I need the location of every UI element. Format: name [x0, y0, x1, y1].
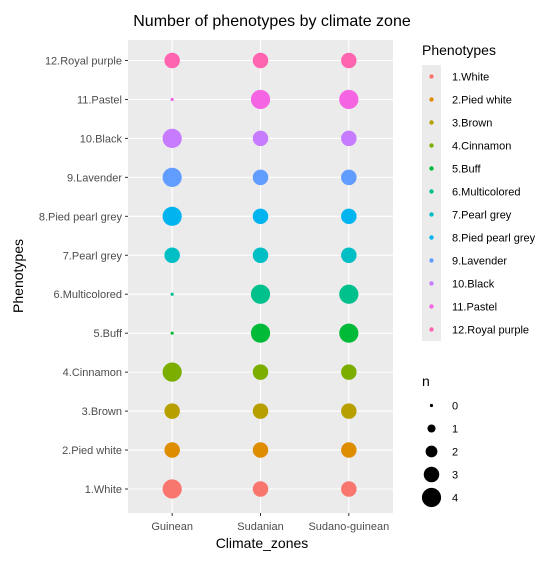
point-8-pied-pearl-grey-sudano-guinean — [341, 208, 357, 225]
y-tick-label-11-pastel: 11.Pastel — [77, 94, 122, 106]
legend-label-10-black: 10.Black — [452, 279, 495, 291]
legend-size-label-4: 4 — [452, 493, 458, 505]
legend-dot-5-buff — [429, 166, 434, 171]
legend-size-dot-0 — [429, 403, 434, 408]
point-3-brown-guinean — [164, 403, 180, 419]
y-tick-label-7-pearl-grey: 7.Pearl grey — [63, 250, 123, 262]
y-axis: 1.White 2.Pied white 3.Brown 4.Cinnamon 5.Bu… — [39, 56, 128, 496]
point-4-cinnamon-sudano-guinean — [341, 364, 357, 380]
legend-label-7-pearl-grey: 7.Pearl grey — [452, 210, 512, 222]
legend-dot-1-white — [429, 74, 434, 79]
point-4-cinnamon-guinean — [162, 362, 182, 382]
point-8-pied-pearl-grey-guinean — [162, 206, 182, 226]
x-tick-label-sudanian: Sudanian — [237, 521, 284, 533]
legend-dot-4-cinnamon — [429, 143, 434, 148]
point-8-pied-pearl-grey-sudanian — [252, 208, 269, 225]
point-2-pied-white-guinean — [164, 442, 180, 458]
point-7-pearl-grey-sudano-guinean — [341, 247, 357, 264]
legend-dot-12-royal-purple — [429, 327, 434, 332]
legend-size-label-0: 0 — [452, 401, 458, 413]
legend-label-5-buff: 5.Buff — [452, 164, 481, 176]
point-11-pastel-sudano-guinean — [339, 89, 359, 110]
y-tick-label-5-buff: 5.Buff — [93, 328, 122, 340]
legend-label-9-lavender: 9.Lavender — [452, 256, 507, 268]
point-3-brown-sudanian — [252, 403, 269, 419]
point-1-white-sudano-guinean — [341, 481, 357, 497]
x-axis-title: Climate_zones — [216, 535, 309, 551]
legend-n: n 0 1 2 3 4 — [421, 373, 458, 508]
y-tick-label-6-multicolored: 6.Multicolored — [54, 289, 122, 301]
legend-size-dot-2 — [425, 445, 438, 458]
legend-phenotypes: Phenotypes 1.White 2.Pied white 3.Brown 4.C… — [422, 42, 536, 341]
legend-label-1-white: 1.White — [452, 72, 489, 84]
point-5-buff-sudanian — [250, 323, 271, 343]
x-tick-label-sudano-guinean: Sudano-guinean — [308, 521, 389, 533]
point-5-buff-guinean — [170, 331, 174, 335]
y-tick-label-4-cinnamon: 4.Cinnamon — [63, 367, 122, 379]
legend-dot-3-brown — [429, 120, 434, 125]
legend-size-label-1: 1 — [452, 424, 458, 436]
point-10-black-guinean — [162, 128, 182, 149]
legend-dot-11-pastel — [429, 304, 434, 309]
legend-size-dot-1 — [427, 424, 436, 433]
chart-title: Number of phenotypes by climate zone — [133, 13, 411, 30]
legend-label-4-cinnamon: 4.Cinnamon — [452, 141, 511, 153]
point-11-pastel-sudanian — [250, 89, 271, 110]
data-points — [162, 52, 359, 499]
legend-size-label-2: 2 — [452, 447, 458, 459]
point-11-pastel-guinean — [170, 97, 174, 102]
y-tick-label-10-black: 10.Black — [80, 133, 123, 145]
legend-dot-7-pearl-grey — [429, 212, 434, 217]
y-tick-label-1-white: 1.White — [85, 484, 122, 496]
point-2-pied-white-sudanian — [252, 442, 269, 458]
point-6-multicolored-sudanian — [250, 284, 271, 304]
legend-label-6-multicolored: 6.Multicolored — [452, 187, 520, 199]
point-7-pearl-grey-sudanian — [252, 247, 269, 264]
y-tick-label-9-lavender: 9.Lavender — [67, 172, 122, 184]
point-12-royal-purple-sudanian — [252, 52, 269, 69]
point-9-lavender-guinean — [162, 167, 182, 187]
x-axis: Guinean Sudanian Sudano-guinean — [151, 513, 389, 533]
legend-n-title: n — [422, 373, 430, 389]
point-12-royal-purple-guinean — [164, 52, 180, 69]
legend-dot-10-black — [429, 281, 434, 286]
point-9-lavender-sudano-guinean — [341, 169, 357, 186]
point-3-brown-sudano-guinean — [341, 403, 357, 419]
legend-dot-8-pied-pearl-grey — [429, 235, 434, 240]
y-tick-label-2-pied-white: 2.Pied white — [62, 445, 122, 457]
point-10-black-sudanian — [252, 130, 269, 147]
legend-label-8-pied-pearl-grey: 8.Pied pearl grey — [452, 233, 536, 245]
point-5-buff-sudano-guinean — [339, 323, 359, 343]
legend-label-12-royal-purple: 12.Royal purple — [452, 325, 529, 337]
point-6-multicolored-sudano-guinean — [339, 284, 359, 304]
legend-phenotypes-title: Phenotypes — [422, 42, 496, 58]
legend-label-11-pastel: 11.Pastel — [452, 302, 497, 314]
point-6-multicolored-guinean — [170, 292, 174, 296]
y-tick-label-12-royal-purple: 12.Royal purple — [45, 56, 122, 68]
legend-label-2-pied-white: 2.Pied white — [452, 95, 512, 107]
point-9-lavender-sudanian — [252, 169, 269, 186]
legend-dot-6-multicolored — [429, 189, 434, 194]
point-2-pied-white-sudano-guinean — [341, 442, 357, 458]
legend-dot-2-pied-white — [429, 97, 434, 102]
point-1-white-sudanian — [252, 481, 269, 497]
point-12-royal-purple-sudano-guinean — [341, 52, 357, 69]
legend-dot-9-lavender — [429, 258, 434, 263]
y-axis-title: Phenotypes — [10, 239, 26, 313]
point-4-cinnamon-sudanian — [252, 364, 269, 380]
point-1-white-guinean — [162, 479, 182, 499]
legend-size-dot-4 — [421, 487, 442, 508]
y-tick-label-8-pied-pearl-grey: 8.Pied pearl grey — [39, 211, 123, 223]
legend-size-dot-3 — [423, 466, 440, 483]
legend-label-3-brown: 3.Brown — [452, 118, 492, 130]
legend-size-label-3: 3 — [452, 470, 458, 482]
y-tick-label-3-brown: 3.Brown — [82, 406, 122, 418]
point-10-black-sudano-guinean — [341, 130, 357, 147]
x-tick-label-guinean: Guinean — [151, 521, 193, 533]
point-7-pearl-grey-guinean — [164, 247, 180, 264]
